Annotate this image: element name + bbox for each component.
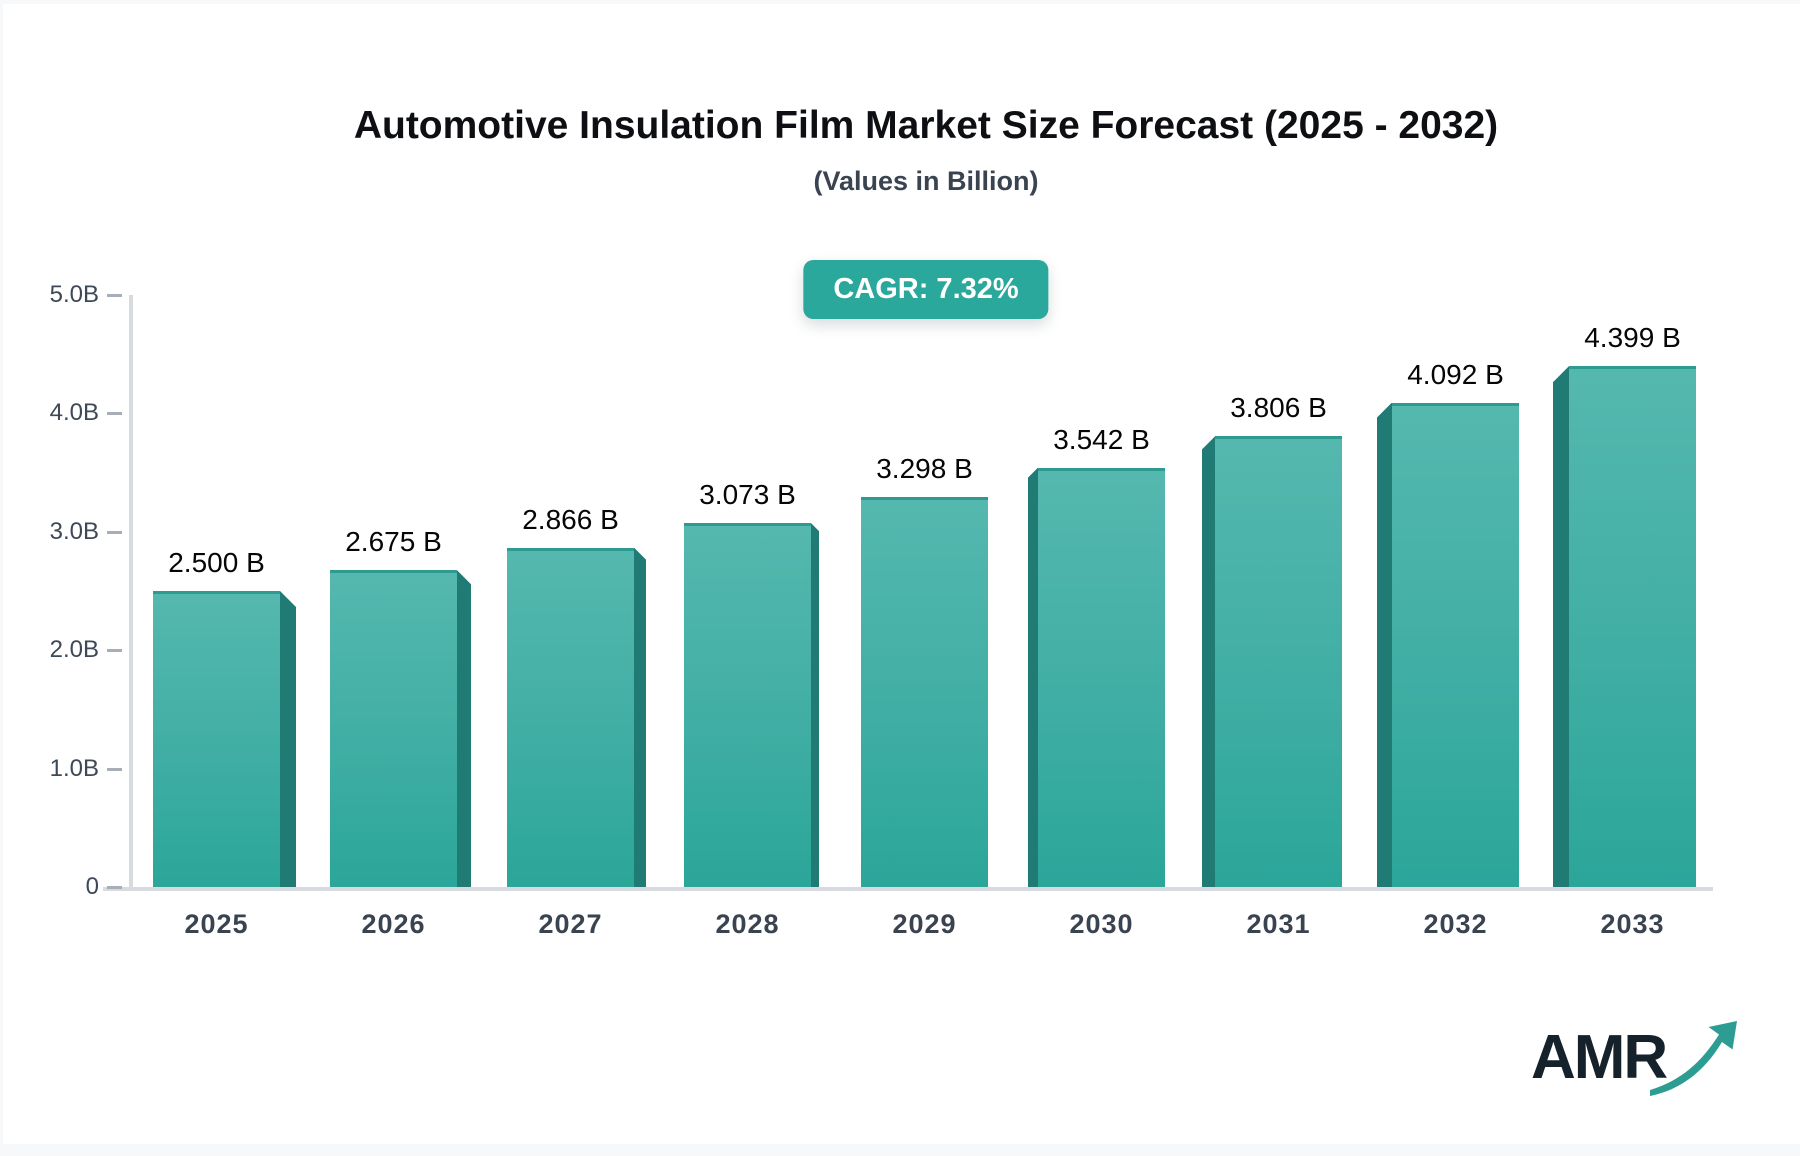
bar-3d-side [1553,366,1569,887]
x-axis-label: 2027 [538,909,603,939]
y-axis-tick [107,649,122,653]
y-axis-tick [107,530,122,534]
bar-value-label: 4.399 B [1584,322,1681,354]
chart-subtitle: (Values in Billion) [813,166,1039,196]
y-axis-tick-label: 4.0B [49,399,99,427]
chart-card: Automotive Insulation Film Market Size F… [3,4,1800,1144]
y-axis-tick-label: 1.0B [49,754,99,782]
x-axis-label: 2030 [1069,909,1134,939]
bar-value-label: 3.806 B [1230,392,1327,424]
chart-title: Automotive Insulation Film Market Size F… [353,104,1499,147]
growth-arrow-icon [1647,1018,1749,1107]
bar-2033 [1569,366,1696,887]
bar-3d-side [457,570,471,887]
bar-3d-side [1377,402,1392,887]
bar-value-label: 2.500 B [168,547,265,578]
x-axis-label: 2028 [715,909,780,939]
y-axis-tick-label: 5.0B [49,281,99,308]
bar-2025 [153,591,280,887]
bar-3d-side [811,523,819,887]
x-axis-label: 2026 [361,909,426,939]
bar-2032 [1392,402,1519,887]
x-axis-label: 2032 [1423,909,1488,939]
bar-2029 [861,496,988,887]
y-axis-tick [107,767,122,771]
bar-3d-side [1202,436,1215,887]
y-axis-tick-label: 3.0B [49,517,99,545]
bar-2026 [330,570,457,887]
bar-2031 [1215,436,1342,887]
x-axis-label: 2025 [184,909,249,939]
cagr-badge: CAGR: 7.32% [803,260,1049,319]
x-axis-label: 2033 [1600,909,1665,939]
bar-2030 [1038,467,1165,887]
bar-value-label: 2.675 B [345,526,442,558]
bar-3d-side [280,591,296,887]
y-axis-tick-label: 2.0B [49,636,99,664]
bar-3d-side [1028,467,1038,887]
amr-logo: AMR [1531,1021,1751,1112]
bar-value-label: 3.073 B [699,479,796,511]
amr-logo-text: AMR [1531,1023,1668,1092]
y-axis-tick-label: 0 [85,873,99,900]
bar-value-label: 2.866 B [522,503,619,535]
x-axis-label: 2029 [892,909,957,939]
bar-2027 [507,547,634,887]
y-axis-tick [107,294,122,297]
x-axis-baseline [103,887,1713,891]
y-axis-tick [107,886,122,889]
bar-3d-side [634,547,646,887]
y-axis-line [129,295,133,891]
bar-2028 [684,523,811,887]
bar-value-label: 3.542 B [1053,423,1150,455]
x-axis-label: 2031 [1246,909,1311,939]
bar-value-label: 4.092 B [1407,358,1504,390]
bar-value-label: 3.298 B [876,452,973,484]
y-axis-tick [107,412,122,416]
